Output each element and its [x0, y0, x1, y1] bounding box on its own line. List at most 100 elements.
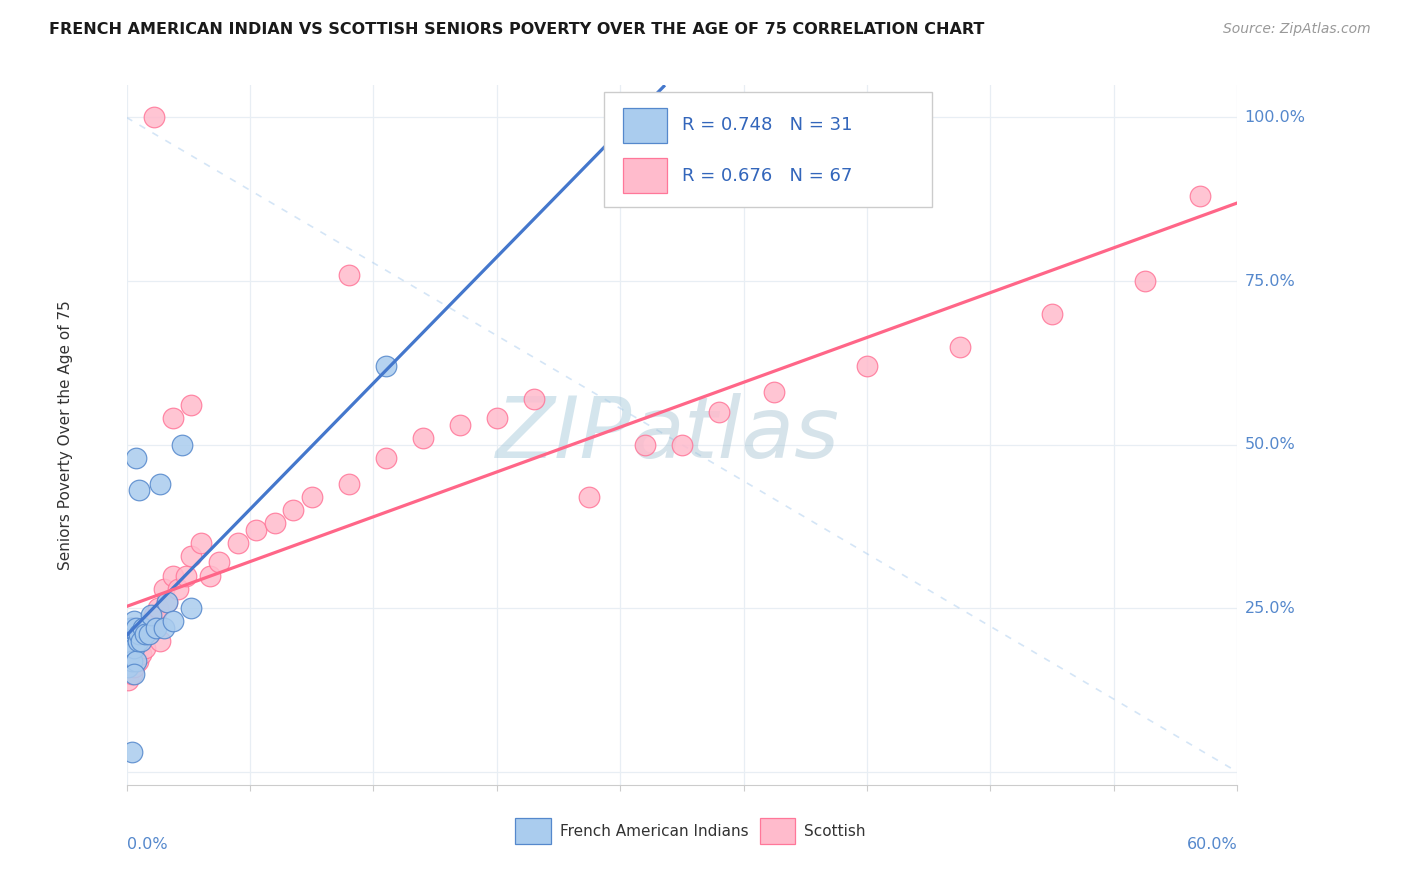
Point	[121, 640, 143, 655]
Point	[132, 627, 155, 641]
Point	[125, 634, 148, 648]
Text: R = 0.748   N = 31: R = 0.748 N = 31	[682, 116, 852, 134]
Point	[143, 111, 166, 125]
Point	[172, 438, 194, 452]
Point	[301, 490, 323, 504]
Point	[117, 647, 139, 661]
Point	[180, 549, 202, 563]
Point	[145, 615, 167, 629]
Point	[128, 640, 150, 655]
Point	[117, 634, 139, 648]
Point	[143, 607, 166, 622]
Point	[122, 660, 145, 674]
Point	[763, 385, 786, 400]
Point	[156, 595, 179, 609]
Point	[337, 477, 360, 491]
Point	[117, 660, 139, 674]
Text: 75.0%: 75.0%	[1244, 274, 1295, 289]
Point	[162, 615, 184, 629]
Point	[1040, 307, 1063, 321]
FancyBboxPatch shape	[605, 92, 932, 207]
Point	[135, 621, 157, 635]
Point	[374, 450, 396, 465]
Point	[245, 523, 267, 537]
Point	[485, 411, 508, 425]
Point	[523, 392, 546, 406]
Point	[152, 582, 174, 596]
Bar	[759, 818, 796, 845]
Point	[281, 503, 304, 517]
Point	[127, 634, 149, 648]
Point	[121, 654, 143, 668]
Point	[121, 745, 143, 759]
Point	[412, 431, 434, 445]
Point	[120, 621, 142, 635]
Point	[208, 556, 231, 570]
Point	[121, 634, 143, 648]
Point	[152, 621, 174, 635]
Point	[121, 621, 143, 635]
Point	[180, 601, 202, 615]
Point	[138, 627, 160, 641]
Text: FRENCH AMERICAN INDIAN VS SCOTTISH SENIORS POVERTY OVER THE AGE OF 75 CORRELATIO: FRENCH AMERICAN INDIAN VS SCOTTISH SENIO…	[49, 22, 984, 37]
Point	[856, 359, 879, 373]
Point	[1189, 189, 1212, 203]
Point	[162, 411, 184, 425]
Point	[128, 627, 150, 641]
Point	[180, 398, 202, 412]
Point	[707, 405, 730, 419]
Point	[134, 627, 156, 641]
Text: 50.0%: 50.0%	[1244, 437, 1295, 452]
Text: 60.0%: 60.0%	[1187, 838, 1237, 853]
Point	[122, 640, 145, 655]
Point	[167, 582, 190, 596]
Text: Seniors Poverty Over the Age of 75: Seniors Poverty Over the Age of 75	[58, 300, 73, 570]
Point	[120, 660, 142, 674]
Point	[122, 666, 145, 681]
Point	[190, 536, 212, 550]
Text: 0.0%: 0.0%	[127, 838, 167, 853]
Bar	[515, 818, 551, 845]
Point	[149, 477, 172, 491]
Point	[120, 627, 142, 641]
Point	[634, 111, 657, 125]
Point	[139, 607, 162, 622]
Point	[131, 647, 153, 661]
Point	[156, 595, 179, 609]
Point	[117, 673, 139, 688]
Point	[121, 666, 143, 681]
Bar	[623, 158, 668, 194]
Point	[131, 634, 153, 648]
Point	[134, 627, 156, 641]
Point	[949, 339, 972, 353]
Point	[125, 621, 148, 635]
Point	[671, 438, 693, 452]
Point	[125, 627, 148, 641]
Point	[120, 627, 142, 641]
Point	[125, 654, 148, 668]
Point	[125, 647, 148, 661]
Point	[127, 634, 149, 648]
Point	[128, 483, 150, 498]
Text: Scottish: Scottish	[804, 823, 866, 838]
Point	[263, 516, 285, 531]
Text: French American Indians: French American Indians	[560, 823, 748, 838]
Point	[449, 417, 471, 432]
Point	[337, 268, 360, 282]
Text: R = 0.676   N = 67: R = 0.676 N = 67	[682, 167, 852, 185]
Point	[122, 640, 145, 655]
Text: 100.0%: 100.0%	[1244, 110, 1306, 125]
Point	[117, 634, 139, 648]
Point	[131, 634, 153, 648]
Point	[226, 536, 249, 550]
Point	[120, 640, 142, 655]
Point	[128, 627, 150, 641]
Point	[132, 621, 155, 635]
Point	[149, 634, 172, 648]
Text: Source: ZipAtlas.com: Source: ZipAtlas.com	[1223, 22, 1371, 37]
Point	[121, 621, 143, 635]
Point	[139, 621, 162, 635]
Point	[138, 627, 160, 641]
Point	[122, 615, 145, 629]
Point	[146, 601, 169, 615]
